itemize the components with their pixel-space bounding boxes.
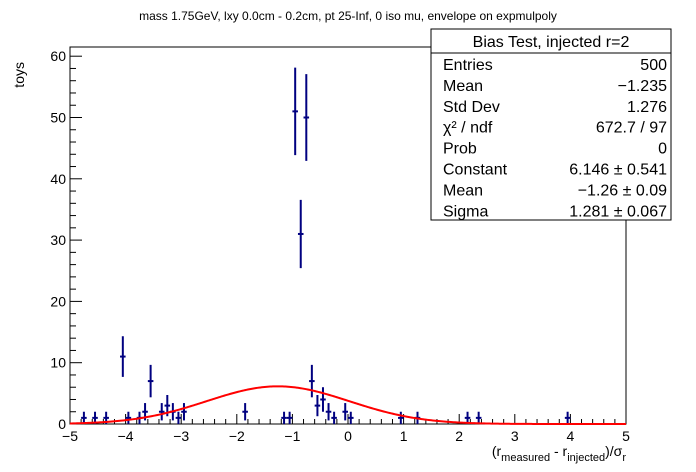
data-point [564,411,571,424]
y-tick-label: 40 [50,171,66,187]
data-point [325,403,332,421]
stats-label: χ² / ndf [443,120,493,137]
y-tick-label: 50 [50,109,66,125]
data-point [314,394,321,417]
data-point [309,364,315,398]
stats-label: Std Dev [443,99,500,116]
stats-label: Constant [443,162,508,179]
x-tick-label: −2 [229,428,245,444]
x-axis-label: (rmeasured - rinjected)/σr [492,443,626,464]
stats-value: 1.281 ± 0.067 [569,203,667,220]
data-point [242,403,248,421]
stats-box: Bias Test, injected r=2 Entries 500 Mean −1… [430,28,672,221]
x-tick-label: −1 [284,428,300,444]
stats-label: Mean [443,78,483,95]
stats-value: 500 [640,57,667,74]
x-tick-label: 1 [400,428,408,444]
stats-box-frame [430,28,672,221]
stats-value: 672.7 / 97 [596,120,667,137]
x-tick-label: 4 [567,428,575,444]
data-point [398,411,404,424]
y-axis-label: toys [11,62,27,88]
data-point [281,411,287,424]
x-tick-label: 3 [511,428,519,444]
stats-value: 1.276 [627,99,667,116]
data-point [158,403,165,421]
stats-label: Entries [443,57,493,74]
x-tick-label: 2 [455,428,463,444]
x-tick-label: −4 [118,428,134,444]
data-point [81,411,87,424]
stats-label: Mean [443,182,483,199]
stats-value: −1.235 [618,78,667,95]
y-axis: 0 10 20 30 40 50 60 [50,48,82,432]
x-tick-label: 0 [344,428,352,444]
data-point [331,411,337,424]
x-tick-label: −3 [173,428,189,444]
data-point [286,411,293,424]
stats-label: Prob [443,141,477,158]
data-point [181,403,187,421]
y-tick-label: 30 [50,232,66,248]
stats-title: Bias Test, injected r=2 [473,34,630,51]
stats-value: 6.146 ± 0.541 [569,162,667,179]
data-point [320,387,326,412]
data-point [125,411,132,424]
stats-label: Sigma [443,203,488,220]
chart-title: mass 1.75GeV, lxy 0.0cm - 0.2cm, pt 25-I… [139,9,557,23]
x-tick-label: 5 [622,428,630,444]
data-point [475,411,482,424]
stats-rows: Entries 500 Mean −1.235 Std Dev 1.276 χ² / ndf… [443,57,667,220]
data-point [348,411,354,424]
data-point [147,364,154,398]
data-point [120,336,126,377]
y-tick-label: 20 [50,293,66,309]
stats-value: −1.26 ± 0.09 [578,182,667,199]
data-point [175,411,182,424]
x-tick-label: −5 [62,428,78,444]
data-point [303,74,310,161]
y-tick-label: 0 [58,416,66,432]
data-point [342,403,348,421]
data-point [292,67,298,156]
gaussian-fit-curve [69,385,626,425]
stats-value: 0 [658,141,667,158]
data-point [297,199,304,269]
y-tick-label: 10 [50,355,66,371]
y-tick-label: 60 [50,48,66,64]
